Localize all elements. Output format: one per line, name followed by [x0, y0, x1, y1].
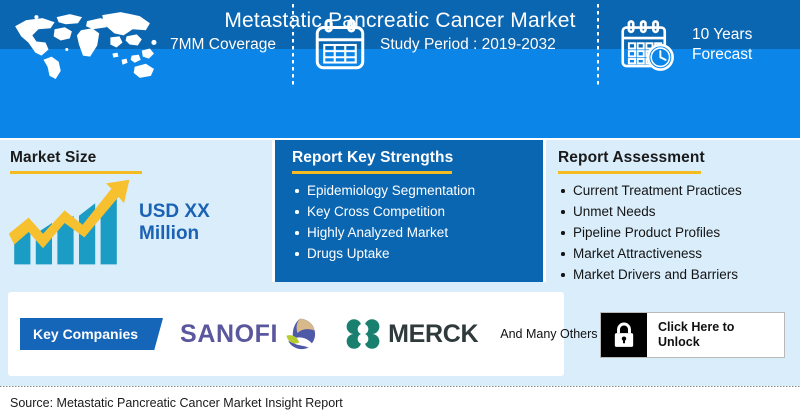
- merck-logo: MERCK: [345, 317, 479, 351]
- list-item: Current Treatment Practices: [558, 181, 800, 200]
- list-item: Highly Analyzed Market: [292, 223, 543, 242]
- sanofi-logo-mark: [286, 318, 316, 350]
- market-size-graphic: USD XX Million: [8, 178, 272, 268]
- source-text: Source: Metastatic Pancreatic Cancer Mar…: [10, 396, 343, 410]
- report-key-strengths-list: Epidemiology Segmentation Key Cross Comp…: [292, 181, 543, 263]
- report-assessment-panel: Report Assessment Current Treatment Prac…: [546, 140, 800, 282]
- lock-icon-container: [601, 313, 647, 357]
- market-size-value: USD XX Million: [139, 201, 210, 244]
- unlock-label-line1: Click Here to: [658, 320, 735, 334]
- report-assessment-list: Current Treatment Practices Unmet Needs …: [558, 181, 800, 284]
- report-key-strengths-panel: Report Key Strengths Epidemiology Segmen…: [275, 140, 543, 282]
- merck-logo-mark: [346, 319, 380, 349]
- list-item: Market Attractiveness: [558, 244, 800, 263]
- market-size-rule: [10, 171, 142, 174]
- report-assessment-heading: Report Assessment: [558, 149, 705, 166]
- report-key-strengths-heading: Report Key Strengths: [292, 149, 454, 166]
- report-key-strengths-rule: [292, 171, 452, 174]
- page-title: Metastatic Pancreatic Cancer Market: [224, 9, 576, 32]
- feature-label-coverage: 7MM Coverage: [170, 35, 276, 53]
- band-divider-1: [292, 4, 294, 85]
- list-item: Key Cross Competition: [292, 202, 543, 221]
- report-assessment-rule: [558, 171, 701, 174]
- feature-item-coverage: 7MM Coverage: [0, 0, 292, 89]
- calendar-clock-icon: [621, 19, 674, 71]
- sanofi-logo: SANOFI: [180, 317, 317, 351]
- many-others-label: And Many Others: [500, 327, 598, 341]
- footer-divider: [0, 386, 800, 387]
- merck-wordmark: MERCK: [388, 319, 479, 348]
- list-item: Drugs Uptake: [292, 244, 543, 263]
- band-divider-2: [597, 4, 599, 85]
- feature-item-forecast: 10 Years Forecast: [600, 0, 800, 89]
- list-item: Unmet Needs: [558, 202, 800, 221]
- list-item: Pipeline Product Profiles: [558, 223, 800, 242]
- world-map-icon: [15, 11, 157, 79]
- sanofi-wordmark: SANOFI: [180, 319, 279, 348]
- unlock-button[interactable]: Click Here to Unlock: [600, 312, 785, 358]
- unlock-label-line2: Unlock: [658, 335, 700, 349]
- lock-icon: [614, 322, 634, 347]
- growth-bar-chart-icon: [8, 179, 130, 265]
- feature-label-study-period: Study Period : 2019-2032: [380, 35, 556, 53]
- key-companies-card: Key Companies SANOFI: [8, 292, 598, 376]
- feature-label-forecast: 10 Years Forecast: [692, 26, 753, 63]
- market-size-panel: Market Size USD XX Million: [0, 140, 272, 282]
- list-item: Market Drivers and Barriers: [558, 265, 800, 284]
- calendar-icon: [315, 18, 365, 69]
- list-item: Epidemiology Segmentation: [292, 181, 543, 200]
- unlock-label: Click Here to Unlock: [647, 313, 734, 357]
- market-size-heading: Market Size: [10, 149, 97, 166]
- feature-item-study-period: Study Period : 2019-2032: [296, 0, 596, 89]
- key-companies-badge: Key Companies: [20, 318, 164, 351]
